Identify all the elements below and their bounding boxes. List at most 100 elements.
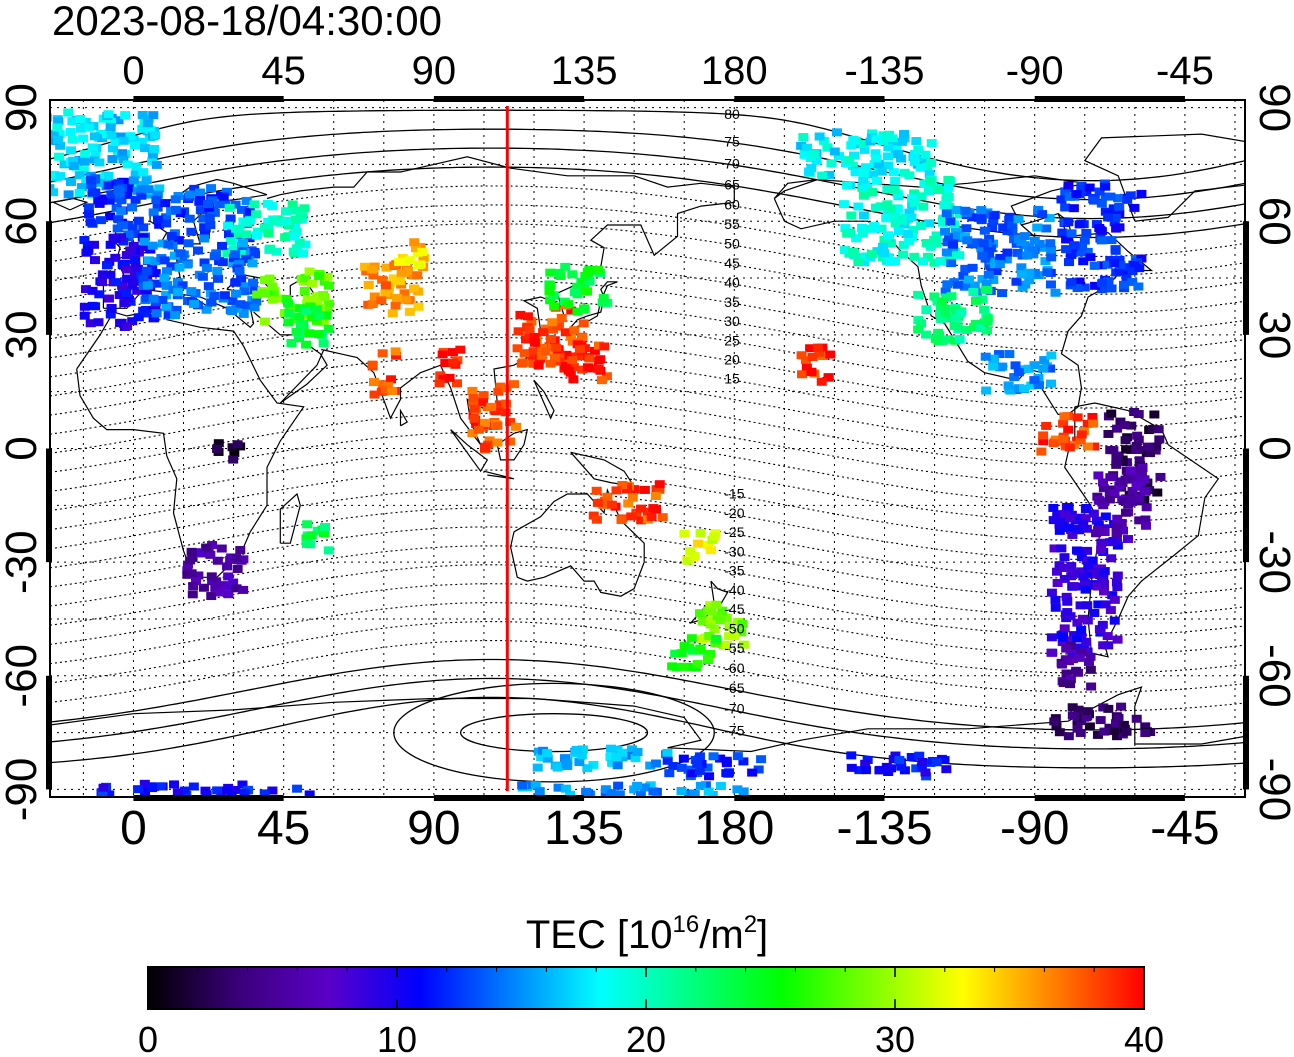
tec-cell [589,346,600,355]
tec-cell [613,781,624,790]
tec-cell [1063,732,1074,741]
contour-label-7: 45 [724,255,740,271]
tec-cell [565,790,576,797]
mlat-contour [50,469,1245,542]
tec-cell [137,124,148,133]
tec-cell [447,348,458,357]
tec-cell [393,258,404,267]
tec-cell [961,224,972,233]
tec-cell [130,141,141,150]
tec-cell [1023,269,1034,278]
right-lat-tick-3: 0 [1250,436,1294,460]
tec-cell [1077,614,1088,623]
tec-cell [199,258,210,267]
tec-cell [588,511,599,520]
mlat-contour [50,393,1245,466]
tec-cell [301,534,312,543]
tec-cell [172,788,183,797]
tec-cell [977,275,988,284]
tec-cell [1094,625,1105,634]
tec-cell [538,328,549,337]
tec-cell [1081,713,1092,722]
tec-cell [286,338,297,347]
tec-cell [1098,641,1109,650]
tec-cell [984,249,995,258]
tec-cell [281,294,292,303]
tec-cell [802,143,813,152]
tec-cell [149,314,160,323]
tec-cell [560,361,571,370]
tec-cell [131,162,142,171]
contour-label-0: 80 [724,106,740,122]
frame-bar-bottom [734,795,885,801]
tec-cell [924,219,935,228]
tec-cell [997,362,1008,371]
mlat-contour [50,507,1245,579]
tec-cell [89,132,100,141]
tec-cell [137,233,148,242]
tec-cell [1066,278,1077,287]
tec-cell [534,787,545,796]
tec-cell [247,259,258,268]
tec-patch-3 [222,199,311,258]
tec-cell [1052,578,1063,587]
tec-cell [1076,553,1087,562]
tec-cell [226,237,237,246]
tec-cell [1096,538,1107,547]
tec-cell [251,231,262,240]
tec-cell [1099,587,1110,596]
tec-cell [223,572,234,581]
coastline-18 [50,686,1245,753]
tec-cell [170,311,181,320]
tec-cell [1064,443,1075,452]
tec-cell [39,174,49,182]
tec-cell [602,492,613,501]
tec-cell [295,212,306,221]
tec-cell [148,294,159,303]
tec-cell [980,286,991,295]
tec-cell [79,302,90,311]
tec-cell [584,354,595,363]
tec-cell [970,296,981,305]
tec-cell [259,223,270,232]
tec-cell [904,171,915,180]
tec-cell [147,263,158,272]
tec-cell [391,293,402,302]
tec-cell [982,317,993,326]
tec-cell [948,240,959,249]
tec-cell [107,144,118,153]
tec-cell [916,319,927,328]
tec-cell [879,249,890,258]
tec-cell [1046,648,1057,657]
tec-cell [1078,572,1089,581]
tec-cell [122,274,133,283]
tec-cell [544,287,555,296]
coastline-24 [773,178,818,199]
tec-cell [942,192,953,201]
tec-patch-32 [1049,702,1156,741]
frame-bar-right [1243,221,1249,335]
tec-cell [1081,637,1092,646]
tec-cell [686,634,697,643]
cbar-tick-label-0: 0 [138,1019,158,1057]
tec-cell [1038,364,1049,373]
tec-cell [1083,657,1094,666]
tec-cell [1072,618,1083,627]
tec-cell [1103,277,1114,286]
tec-cell [230,224,241,233]
tec-cell [876,224,887,233]
tec-cell [697,617,708,626]
tec-cell [577,333,588,342]
tec-cell [888,755,899,764]
frame-bar-left [46,675,52,790]
tec-cell [132,264,143,273]
tec-cell [169,251,180,260]
tec-cell [946,292,957,301]
coastline-17 [53,197,89,211]
tec-cell [191,577,202,586]
tec-cell [242,218,253,227]
mlat-contour [50,658,1245,731]
tec-cell [318,291,329,300]
tec-cell [1118,526,1129,535]
tec-cell [943,175,954,184]
